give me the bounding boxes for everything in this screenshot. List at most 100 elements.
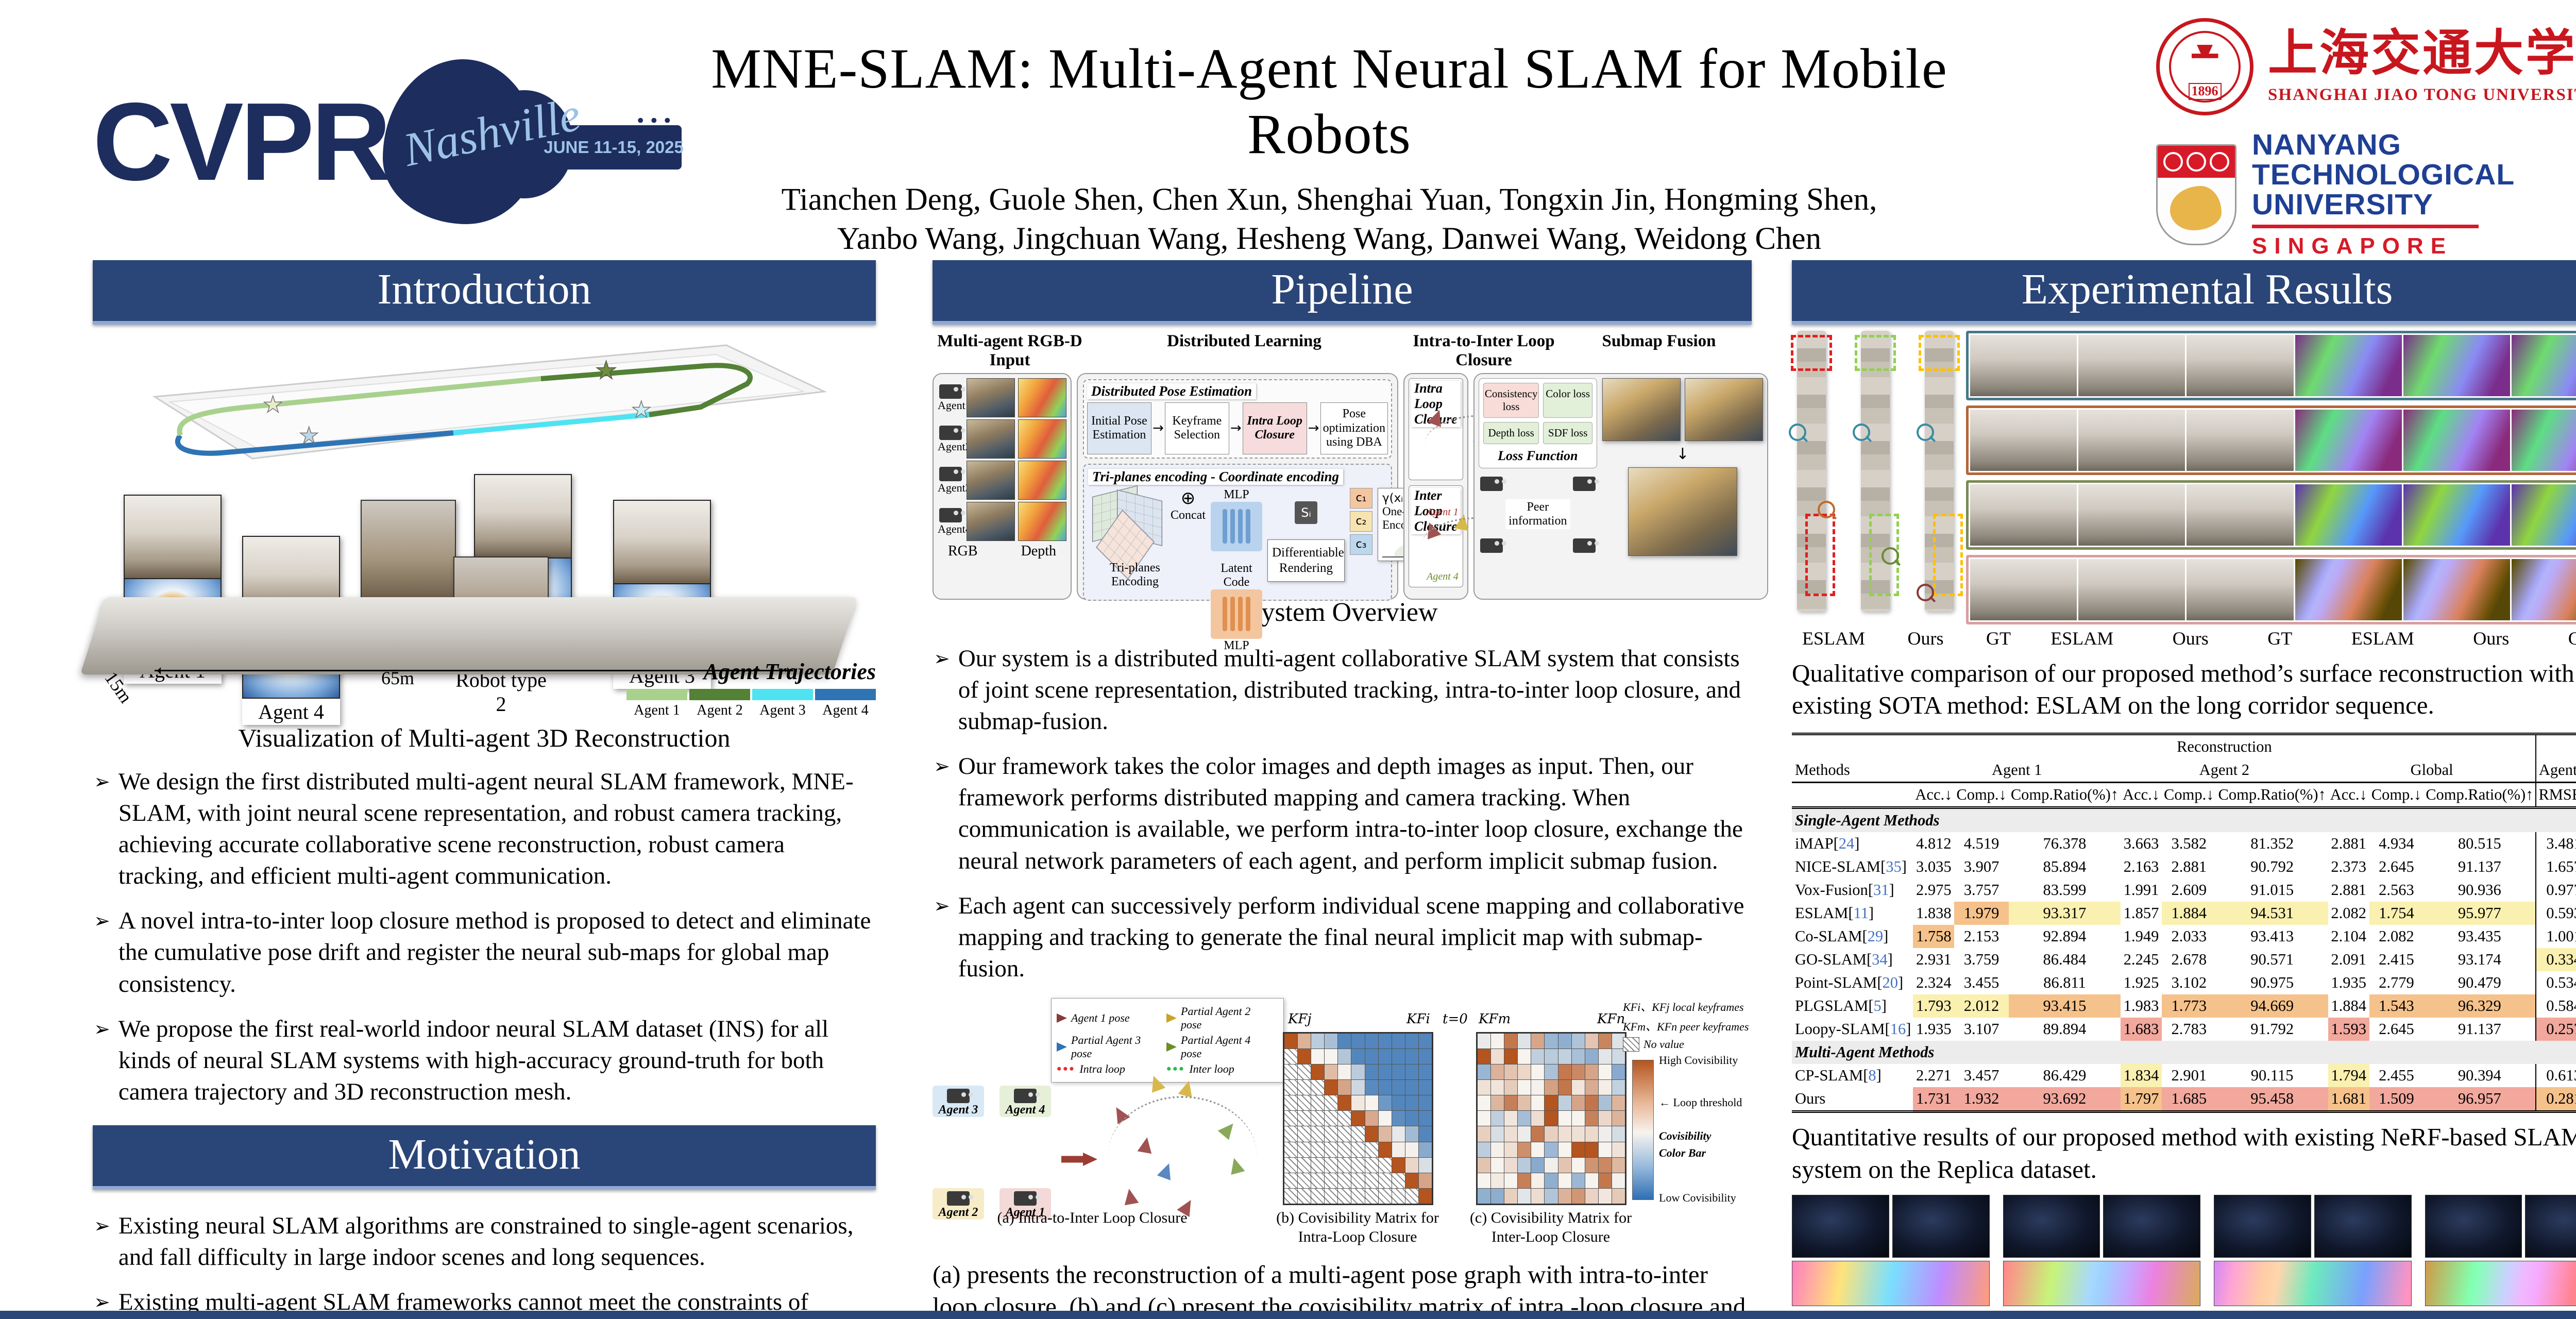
matrix-cell bbox=[1338, 1142, 1351, 1157]
column-pipeline: Pipeline Multi-agent RGB-D Input Distrib… bbox=[933, 260, 1768, 1319]
no-value-swatch bbox=[1623, 1037, 1639, 1052]
matrix-cell bbox=[1284, 1157, 1298, 1173]
table-methods-header: Methods bbox=[1792, 758, 1913, 784]
distributed-learning-panel: Distributed Pose Estimation Initial Pose… bbox=[1077, 373, 1444, 652]
corridor-photo-tile bbox=[2187, 335, 2294, 396]
metric-value-cell: 2.678 bbox=[2171, 951, 2207, 969]
metric-value-cell: 86.429 bbox=[2043, 1067, 2087, 1085]
matrix-cell bbox=[1531, 1080, 1545, 1095]
ntu-name-line3: UNIVERSITY bbox=[2252, 188, 2434, 222]
matrix-cell bbox=[1491, 1064, 1504, 1080]
matrix-cell bbox=[1311, 1142, 1325, 1157]
matrix-cell bbox=[1571, 1111, 1585, 1126]
agent1-rgb-image bbox=[124, 495, 222, 579]
matrix-cell bbox=[1418, 1111, 1432, 1126]
matrix-cell bbox=[1585, 1080, 1598, 1095]
matrix-cell bbox=[1365, 1111, 1378, 1126]
matrix-cell bbox=[1545, 1173, 1558, 1188]
loop-agent2: Agent 2 bbox=[933, 1188, 984, 1220]
inter-agent1-label: Agent 1 bbox=[1427, 506, 1459, 518]
matrix-cell bbox=[1518, 1111, 1531, 1126]
pipeline-bullets: ➢ Our system is a distributed multi-agent… bbox=[934, 643, 1749, 985]
metric-value-cell: 2.779 bbox=[2379, 974, 2414, 992]
robot-icon: Agent4 bbox=[938, 507, 971, 536]
normal-map-tile bbox=[2295, 335, 2402, 396]
authors-line2: Yanbo Wang, Jingchuan Wang, Hesheng Wang… bbox=[837, 222, 1822, 257]
table-agent-header: Agent 1 bbox=[2535, 758, 2576, 784]
table-metric-header: Comp.Ratio(%)↑ bbox=[2216, 782, 2328, 809]
pose-legend: Agent 1 pose Partial Agent 2 pose Partial … bbox=[1051, 997, 1284, 1083]
bullet-item: ➢ Our framework takes the color images an… bbox=[934, 751, 1749, 876]
matrix-cell bbox=[1531, 1111, 1545, 1126]
matrix-cell bbox=[1351, 1095, 1365, 1111]
pose-frustum-icon bbox=[1166, 1013, 1177, 1023]
table-metric-header: Acc.↓ bbox=[2328, 782, 2369, 809]
agent2-input-label: Agent2 bbox=[938, 440, 971, 453]
metric-value-cell: 86.484 bbox=[2043, 951, 2087, 969]
corridor-photo-tile bbox=[2187, 410, 2294, 471]
matrix-cell bbox=[1311, 1095, 1325, 1111]
matrix-cell bbox=[1478, 1126, 1491, 1142]
table-group-header: Reconstruction bbox=[1913, 733, 2536, 759]
matrix-cell bbox=[1571, 1157, 1585, 1173]
pipeline-figure: Multi-agent RGB-D Input Distributed Lear… bbox=[933, 332, 1768, 652]
matrix-cell bbox=[1504, 1080, 1518, 1095]
metric-value-cell: 1.683 bbox=[2121, 1018, 2162, 1041]
matrix-cell bbox=[1298, 1049, 1311, 1064]
matrix-cell bbox=[1612, 1126, 1625, 1142]
matrix-cell bbox=[1418, 1173, 1432, 1188]
matrix-cell bbox=[1351, 1126, 1365, 1142]
method-name-cell: Vox-Fusion[31] bbox=[1795, 881, 1894, 899]
table-metric-header: RMSE↓ bbox=[2535, 782, 2576, 809]
agent2-rgb-thumb bbox=[967, 419, 1015, 459]
table-metric-header: Comp.↓ bbox=[2369, 782, 2424, 809]
metric-value-cell: 85.894 bbox=[2043, 858, 2087, 876]
metric-value-cell: 2.082 bbox=[2379, 927, 2414, 945]
metric-value-cell: 83.599 bbox=[2043, 881, 2087, 899]
table-metric-header: Comp.Ratio(%)↑ bbox=[2008, 782, 2121, 809]
matrix-cell bbox=[1351, 1049, 1365, 1064]
pose-estimation-title: Distributed Pose Estimation bbox=[1087, 383, 1257, 399]
matrix-cell bbox=[1311, 1111, 1325, 1126]
metric-value-cell: 2.012 bbox=[1954, 994, 2009, 1018]
corridor-photo-tile bbox=[1970, 335, 2077, 396]
pose-estimation-box: Distributed Pose Estimation Initial Pose… bbox=[1083, 379, 1392, 459]
matrix-cell bbox=[1518, 1173, 1531, 1188]
bullet-item: ➢ Our system is a distributed multi-agent… bbox=[934, 643, 1749, 737]
matrix-cell bbox=[1418, 1033, 1432, 1049]
section-header-pipeline: Pipeline bbox=[933, 260, 1752, 325]
matrix-cell bbox=[1571, 1173, 1585, 1188]
normal-map-tile bbox=[2403, 559, 2510, 620]
corridor-zoom-grid bbox=[1966, 331, 2576, 624]
corridor-figure bbox=[1789, 331, 2576, 624]
matrix-cell bbox=[1378, 1142, 1392, 1157]
corridor-zoom-row bbox=[1966, 555, 2576, 624]
si-chip: Sᵢ bbox=[1294, 501, 1317, 524]
matrix-cell bbox=[1571, 1080, 1585, 1095]
encoding-box: Tri-planes encoding - Coordinate encodin… bbox=[1083, 463, 1444, 652]
matrix-cell bbox=[1545, 1080, 1558, 1095]
cvpr-wordmark: CVPR bbox=[93, 79, 391, 204]
table-row: Loopy-SLAM[16] 1.935 3.107 89.894 1.683 2.783… bbox=[1792, 1018, 2576, 1041]
matrix-cell bbox=[1585, 1157, 1598, 1173]
matrix-cell bbox=[1478, 1142, 1491, 1157]
loop-closure-panel: Intra Loop Closure Inter Loop Closure Ag… bbox=[1403, 373, 1540, 600]
metric-value-cell: 86.811 bbox=[2043, 974, 2086, 992]
submap-image-2 bbox=[1684, 378, 1763, 441]
matrix-cell bbox=[1518, 1157, 1531, 1173]
matrix-cell bbox=[1585, 1049, 1598, 1064]
sjtu-chinese-name: 上海交通大学 bbox=[2268, 26, 2576, 81]
matrix-cell bbox=[1405, 1188, 1418, 1204]
matrix-cell bbox=[1558, 1095, 1571, 1111]
metric-value-cell: 95.458 bbox=[2216, 1087, 2328, 1113]
kfm-label: KFm bbox=[1479, 1011, 1511, 1027]
bullet-item: ➢ We propose the first real-world indoor … bbox=[94, 1013, 873, 1108]
metric-value-cell: 3.102 bbox=[2171, 974, 2207, 992]
metric-value-cell: 1.979 bbox=[1954, 902, 2009, 925]
pose-legend-label: Inter loop bbox=[1189, 1062, 1234, 1075]
fusion-arrow-icon: ↓ bbox=[1676, 445, 1689, 463]
metric-value-cell: 1.509 bbox=[2369, 1087, 2424, 1113]
loss-chips: Consistency loss Color loss Depth loss SDF … bbox=[1483, 383, 1592, 444]
matrix-cell bbox=[1558, 1049, 1571, 1064]
metric-value-cell: 95.977 bbox=[2424, 902, 2536, 925]
